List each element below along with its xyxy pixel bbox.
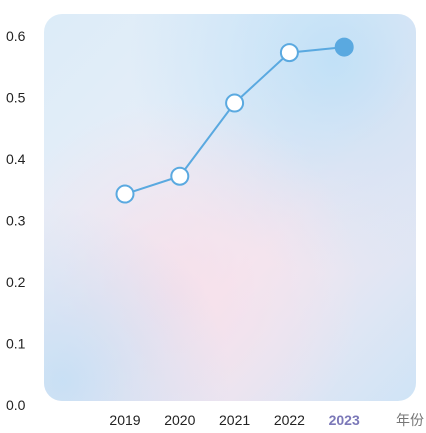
y-tick-label: 0.4 <box>6 151 26 167</box>
x-tick-label: 2022 <box>274 412 305 428</box>
y-tick-label: 0.5 <box>6 90 26 106</box>
y-tick-label: 0.6 <box>6 28 26 44</box>
x-tick-label: 2020 <box>164 412 195 428</box>
y-tick-label: 0.1 <box>6 336 26 352</box>
data-point[interactable] <box>279 43 299 63</box>
y-axis-ticks: 0.0 0.1 0.2 0.3 0.4 0.5 0.6 <box>6 28 26 413</box>
data-point[interactable] <box>115 184 135 204</box>
y-tick-label: 0.3 <box>6 213 26 229</box>
x-tick-label: 2021 <box>219 412 250 428</box>
x-tick-label: 2023 <box>329 412 360 428</box>
plot-background <box>44 14 416 401</box>
data-point[interactable] <box>225 93 245 113</box>
series-markers <box>115 37 354 204</box>
y-tick-label: 0.0 <box>6 397 26 413</box>
data-point[interactable] <box>170 166 190 186</box>
x-axis-ticks: 2019 2020 2021 2022 2023 <box>109 412 360 428</box>
x-axis-label: 年份 <box>396 412 424 428</box>
x-tick-label: 2019 <box>109 412 140 428</box>
highlighted-data-point[interactable] <box>334 37 354 57</box>
y-tick-label: 0.2 <box>6 274 26 290</box>
